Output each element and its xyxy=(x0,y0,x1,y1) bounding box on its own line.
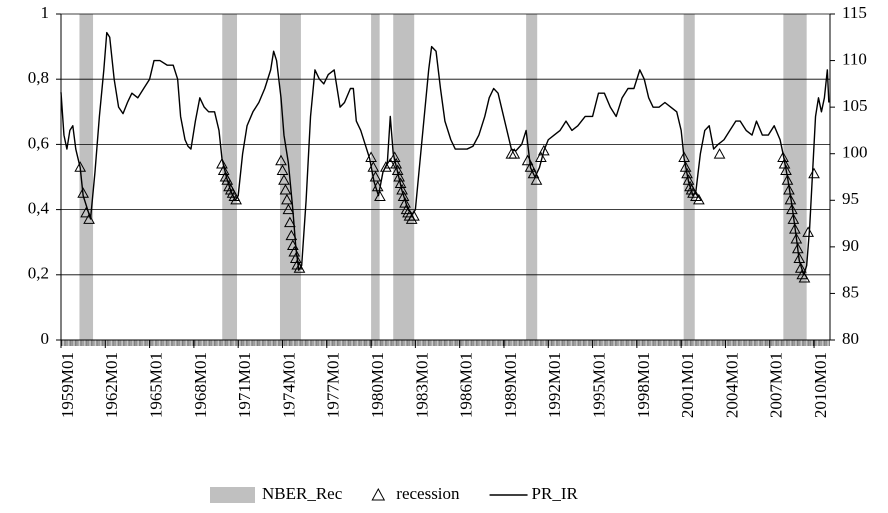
triangle-marker xyxy=(524,161,537,172)
triangle-marker xyxy=(793,252,806,263)
y2-tick-label: 90 xyxy=(842,236,859,255)
triangle-marker xyxy=(783,184,795,195)
triangle-marker xyxy=(781,174,794,185)
legend-swatch xyxy=(210,487,255,503)
triangle-marker xyxy=(275,154,287,166)
triangle-marker xyxy=(678,151,690,162)
recession-band xyxy=(393,14,415,340)
triangle-marker xyxy=(379,161,392,172)
x-tick-label: 1971M01 xyxy=(235,352,254,418)
line-series xyxy=(60,31,830,276)
legend-label: NBER_Rec xyxy=(262,484,343,503)
triangle-marker xyxy=(784,193,797,205)
x-tick-label: 1998M01 xyxy=(634,352,653,418)
y-tick-label: 0,6 xyxy=(28,133,49,152)
x-tick-label: 1959M01 xyxy=(58,352,77,418)
triangle-marker xyxy=(365,151,377,162)
legend-label: PR_IR xyxy=(532,484,579,503)
triangle-marker xyxy=(808,167,820,179)
x-tick-label: 2001M01 xyxy=(678,352,697,418)
x-tick-label: 1989M01 xyxy=(501,352,520,418)
recession-band xyxy=(783,14,807,340)
triangle-marker xyxy=(371,180,384,192)
triangle-marker xyxy=(802,226,814,237)
legend-item: PR_IR xyxy=(489,484,579,503)
y-tick-label: 0,8 xyxy=(28,68,49,87)
x-tick-label: 1983M01 xyxy=(412,352,431,418)
triangle-marker xyxy=(293,262,306,273)
triangle-marker xyxy=(527,167,540,179)
triangle-marker xyxy=(786,203,798,215)
triangle-marker xyxy=(535,151,547,162)
y-tick-label: 0 xyxy=(41,329,50,348)
triangle-marker xyxy=(798,272,811,283)
triangle-marker xyxy=(789,223,801,234)
recession-band xyxy=(526,14,538,340)
triangle-marker xyxy=(790,232,803,244)
triangle-marker xyxy=(284,216,296,228)
triangle-marker xyxy=(521,154,534,166)
triangle-marker xyxy=(278,174,290,185)
x-tick-label: 1974M01 xyxy=(279,352,298,418)
triangle-marker xyxy=(713,148,726,159)
y-tick-label: 0,4 xyxy=(28,199,50,218)
x-tick-label: 2007M01 xyxy=(767,352,786,418)
legend-label: recession xyxy=(396,484,460,503)
y-tick-label: 0,2 xyxy=(28,264,49,283)
triangle-marker xyxy=(83,213,95,224)
x-tick-label: 2004M01 xyxy=(722,352,741,418)
x-tick-label: 1962M01 xyxy=(102,352,121,418)
triangle-marker xyxy=(693,193,705,205)
x-tick-label: 1995M01 xyxy=(589,352,608,418)
x-tick-label: 1977M01 xyxy=(324,352,343,418)
triangle-marker xyxy=(537,144,550,156)
triangle-marker xyxy=(281,193,293,205)
triangle-marker xyxy=(508,148,521,159)
y2-tick-label: 80 xyxy=(842,329,859,348)
triangle-marker xyxy=(282,203,295,215)
y2-tick-label: 105 xyxy=(842,96,868,115)
triangle-marker xyxy=(530,174,543,185)
legend-swatch xyxy=(371,487,386,501)
y-tick-label: 1 xyxy=(41,3,50,22)
triangle-marker xyxy=(285,229,298,241)
recession-band xyxy=(279,14,301,340)
x-tick-label: 1986M01 xyxy=(457,352,476,418)
y2-tick-label: 95 xyxy=(842,189,859,208)
triangle-marker xyxy=(374,190,386,202)
x-minor-ticks xyxy=(61,340,830,346)
triangle-marker xyxy=(367,161,380,172)
legend-item: recession xyxy=(371,484,460,503)
triangle-marker xyxy=(230,193,242,205)
legend-item: NBER_Rec xyxy=(210,484,343,503)
x-tick-label: 1992M01 xyxy=(545,352,564,418)
triangle-marker xyxy=(408,210,420,221)
triangle-marker xyxy=(279,184,292,195)
triangle-marker xyxy=(384,157,397,169)
x-tick-label: 1968M01 xyxy=(191,352,210,418)
triangle-marker xyxy=(276,164,289,175)
recession-band xyxy=(222,14,238,340)
triangle-marker xyxy=(80,206,92,218)
y2-tick-label: 110 xyxy=(842,49,867,68)
y2-tick-label: 100 xyxy=(842,143,868,162)
triangle-marker xyxy=(77,187,89,198)
triangle-marker xyxy=(791,242,804,254)
recession-band xyxy=(371,14,380,340)
x-tick-label: 1980M01 xyxy=(368,352,387,418)
triangle-marker xyxy=(787,213,800,224)
y2-tick-label: 85 xyxy=(842,282,859,301)
triangle-marker xyxy=(780,164,792,175)
x-tick-label: 2010M01 xyxy=(811,352,830,418)
y2-tick-label: 115 xyxy=(842,3,867,22)
x-tick-label: 1965M01 xyxy=(147,352,166,418)
triangle-marker xyxy=(74,161,87,172)
triangle-marker xyxy=(369,170,382,182)
recession-band xyxy=(79,14,94,340)
